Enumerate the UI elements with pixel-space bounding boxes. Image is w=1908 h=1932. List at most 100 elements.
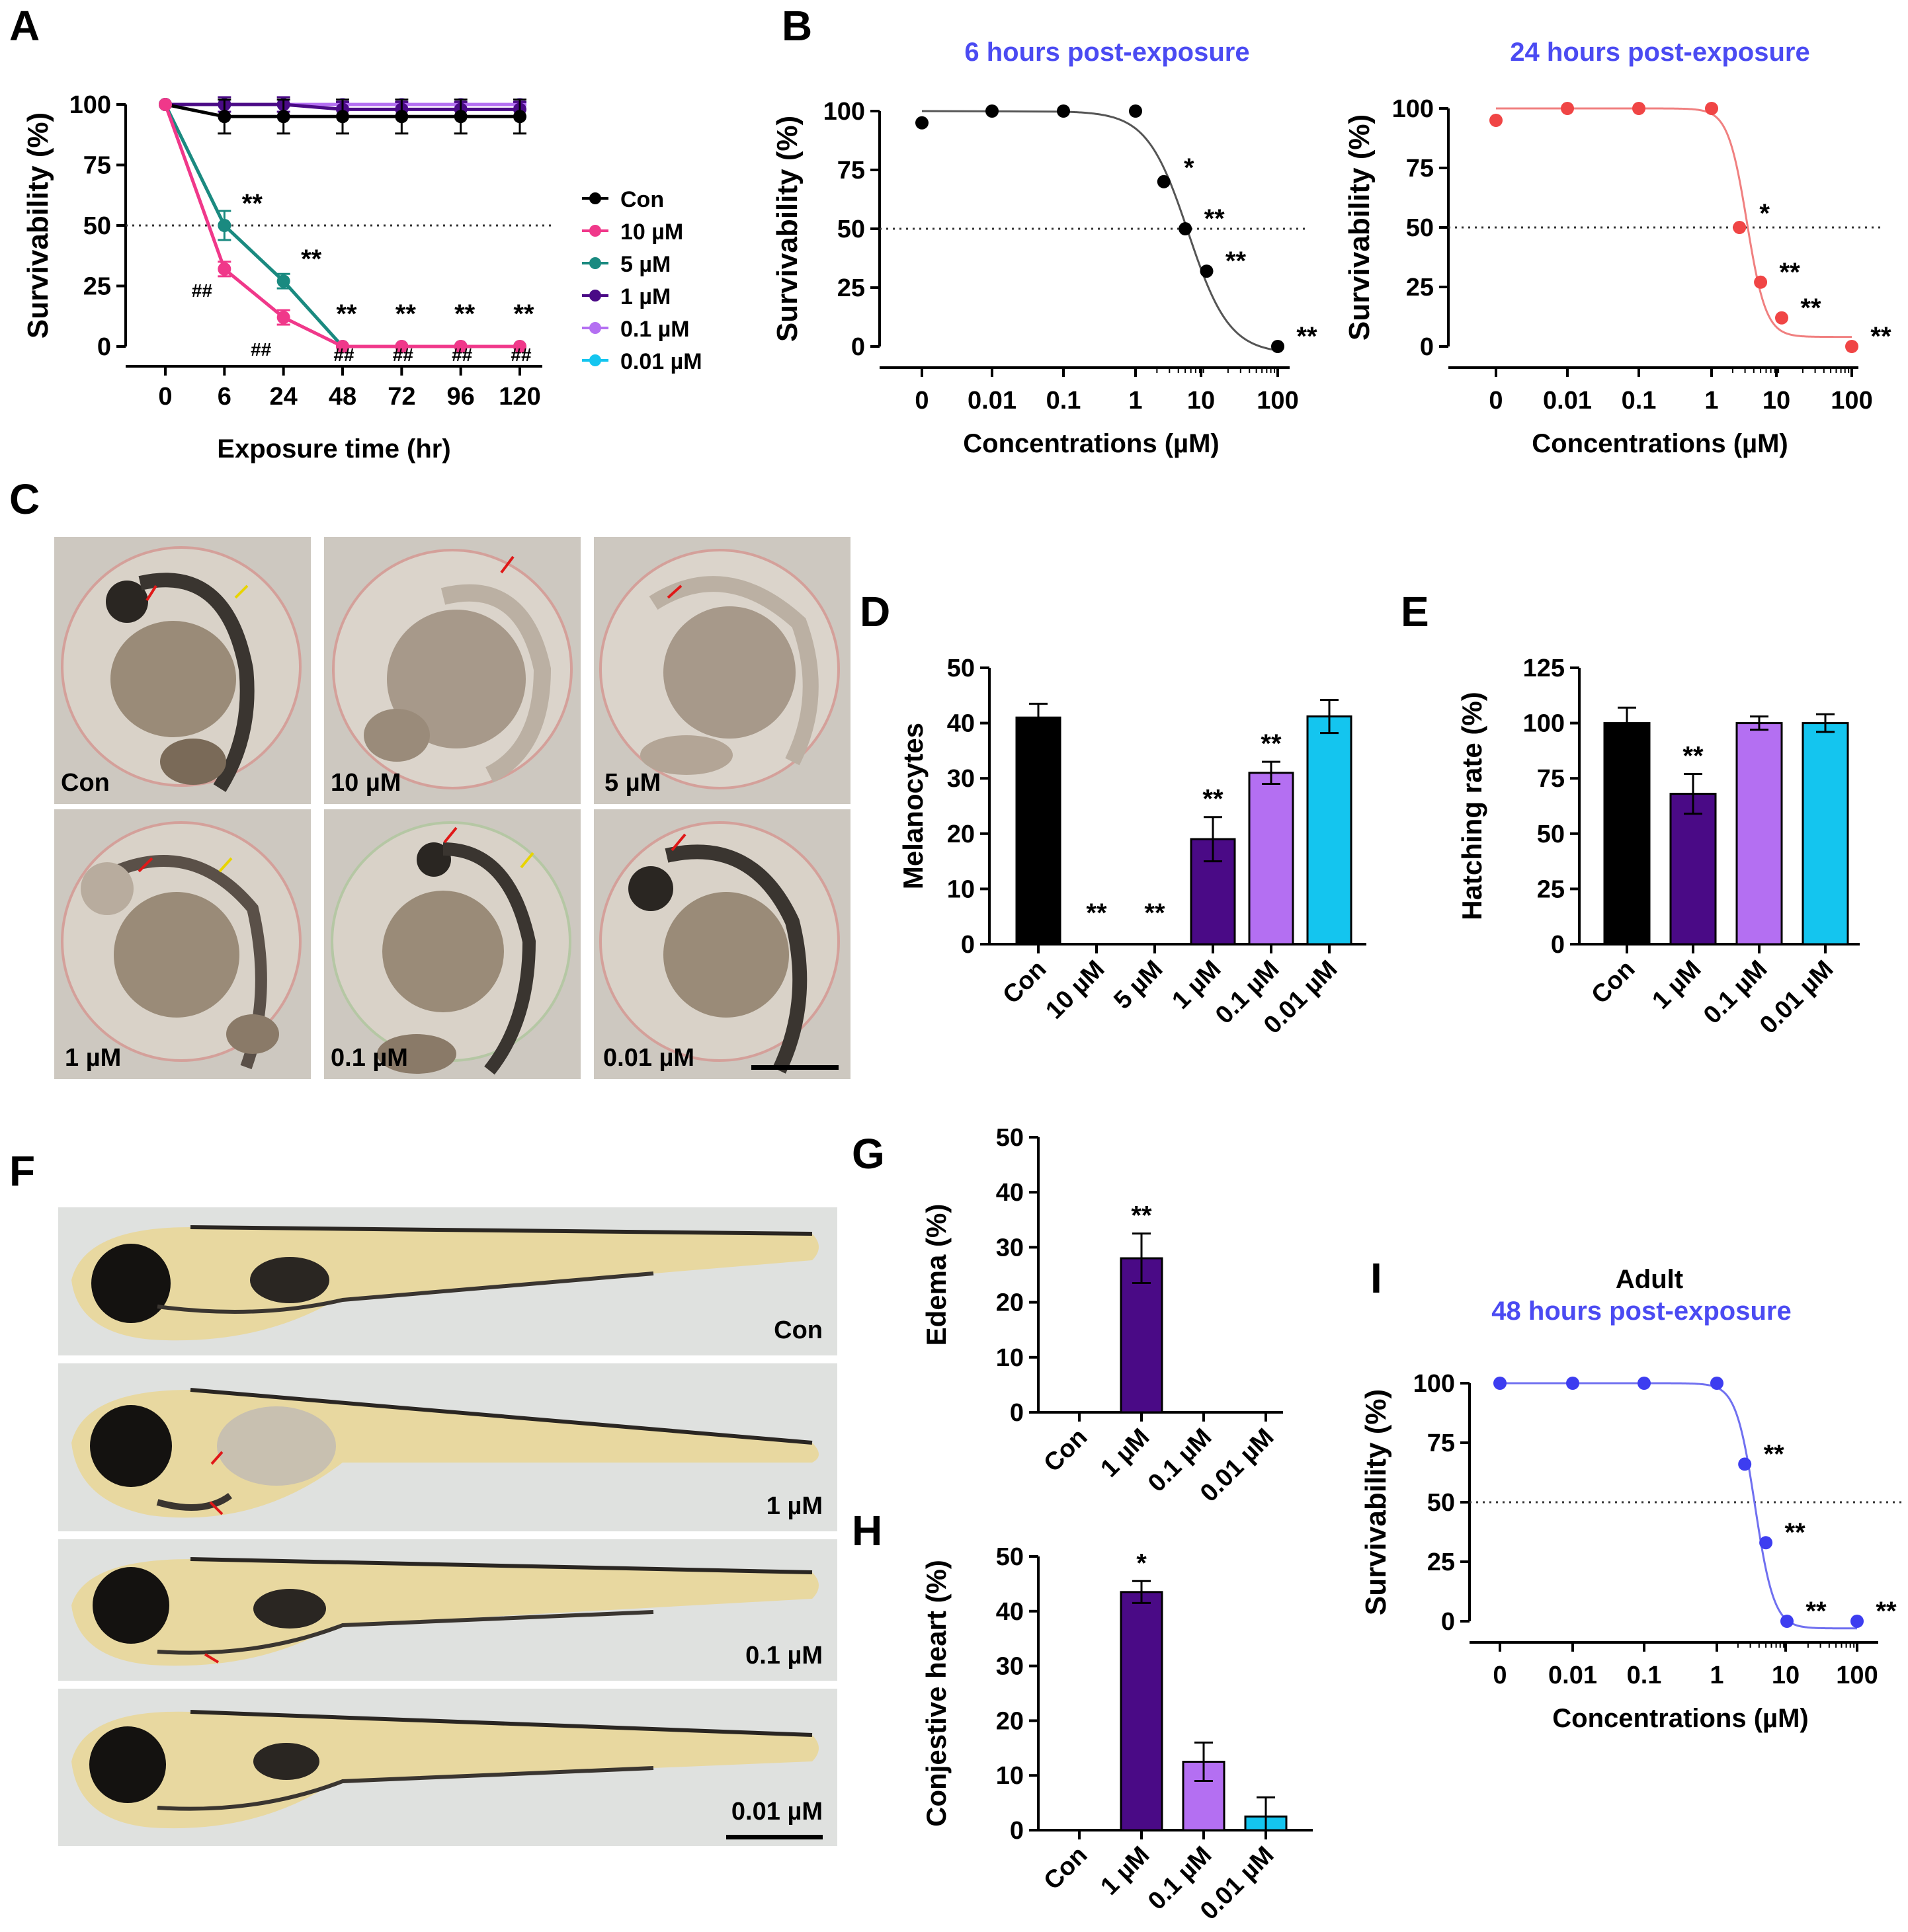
y-tick-label: 25 bbox=[1427, 1549, 1455, 1576]
legend-label: 10 µM bbox=[620, 220, 683, 245]
data-point bbox=[159, 98, 172, 111]
panel-label-g: G bbox=[852, 1130, 885, 1178]
x-axis-title: Exposure time (hr) bbox=[217, 434, 450, 463]
y-tick-label: 50 bbox=[996, 1543, 1024, 1571]
panel-label-d: D bbox=[860, 588, 891, 635]
x-tick-label: 0.01 bbox=[968, 387, 1016, 415]
panel-label-f: F bbox=[9, 1147, 36, 1195]
data-point bbox=[336, 340, 349, 353]
y-tick-label: 0 bbox=[961, 931, 975, 959]
significance-mark: ## bbox=[393, 344, 414, 365]
significance-mark: ## bbox=[251, 339, 272, 360]
y-tick-label: 0 bbox=[1420, 333, 1434, 361]
legend-swatch-dot bbox=[589, 354, 601, 366]
bar bbox=[1603, 722, 1651, 946]
significance-mark: ** bbox=[1785, 1518, 1806, 1547]
legend-label: 1 µM bbox=[620, 284, 671, 309]
data-point bbox=[1057, 104, 1070, 118]
panel-label-c: C bbox=[9, 475, 40, 523]
panel-label-h: H bbox=[852, 1507, 883, 1554]
y-tick-label: 75 bbox=[1427, 1429, 1455, 1457]
x-tick-label: 24 bbox=[270, 383, 298, 411]
significance-mark: ## bbox=[511, 344, 532, 365]
y-tick-label: 0 bbox=[851, 333, 865, 361]
legend-swatch-dot bbox=[589, 192, 601, 204]
significance-mark: ** bbox=[301, 245, 322, 274]
y-tick-label: 20 bbox=[947, 821, 975, 848]
y-tick-label: 100 bbox=[823, 98, 865, 126]
data-point bbox=[1566, 1377, 1579, 1390]
annotation-arrow bbox=[520, 852, 534, 869]
x-tick-label: 100 bbox=[1257, 387, 1298, 415]
y-tick-label: 0 bbox=[1010, 1817, 1024, 1845]
y-axis-title: Hatching rate (%) bbox=[1456, 692, 1487, 920]
significance-mark: ** bbox=[1870, 322, 1891, 351]
data-point bbox=[1200, 264, 1214, 278]
annotation-arrow bbox=[204, 1653, 220, 1664]
x-axis-title: Concentrations (µM) bbox=[963, 429, 1219, 458]
significance-mark: * bbox=[1184, 153, 1194, 182]
embryo-photo: 5 µM bbox=[594, 537, 850, 804]
significance-mark: ** bbox=[1296, 322, 1317, 351]
legend-swatch-dot bbox=[589, 225, 601, 237]
data-point bbox=[276, 311, 290, 325]
data-point bbox=[1271, 340, 1284, 353]
data-point bbox=[454, 110, 468, 124]
y-axis-title: Survivability (%) bbox=[1343, 114, 1376, 341]
embryo-image bbox=[324, 809, 581, 1079]
x-tick-label: Con bbox=[1038, 1841, 1093, 1896]
data-point bbox=[454, 340, 468, 353]
larva-image bbox=[71, 1225, 819, 1341]
y-axis-title: Survivability (%) bbox=[22, 112, 54, 339]
y-tick-label: 0 bbox=[97, 333, 111, 361]
annotation-arrow bbox=[209, 1501, 224, 1515]
y-tick-label: 100 bbox=[69, 91, 111, 119]
significance-mark: ** bbox=[1780, 258, 1801, 287]
y-tick-label: 10 bbox=[947, 875, 975, 903]
significance-mark: ** bbox=[1261, 729, 1282, 758]
legend-swatch-dot bbox=[589, 290, 601, 302]
legend-label: Con bbox=[620, 187, 664, 212]
significance-mark: ## bbox=[452, 344, 473, 365]
legend-label: 0.01 µM bbox=[620, 349, 702, 374]
embryo-label: 0.01 µM bbox=[603, 1044, 695, 1072]
y-tick-label: 125 bbox=[1523, 655, 1565, 682]
embryo-image bbox=[594, 537, 850, 804]
embryo-label: 10 µM bbox=[331, 769, 401, 797]
data-point bbox=[513, 110, 526, 124]
bar bbox=[1248, 772, 1294, 946]
significance-mark: ** bbox=[242, 189, 263, 218]
significance-mark: ** bbox=[1800, 294, 1821, 323]
data-point bbox=[1705, 102, 1718, 115]
x-tick-label: 100 bbox=[1836, 1662, 1878, 1689]
embryo-image bbox=[54, 537, 311, 804]
data-point bbox=[1638, 1377, 1651, 1390]
larva-label: 0.1 µM bbox=[745, 1642, 823, 1670]
x-tick-label: 72 bbox=[388, 383, 415, 411]
significance-mark: ** bbox=[1682, 742, 1704, 771]
x-tick-label: 0 bbox=[158, 383, 172, 411]
larva-photo: 0.1 µM bbox=[58, 1539, 837, 1681]
bar bbox=[1735, 722, 1783, 946]
embryo-photo: 1 µM bbox=[54, 809, 311, 1079]
x-tick-label: 10 µM bbox=[1040, 955, 1110, 1025]
chart-title: 6 hours post-exposure bbox=[964, 38, 1249, 67]
significance-mark: ** bbox=[336, 300, 357, 329]
y-tick-label: 30 bbox=[996, 1653, 1024, 1681]
x-tick-label: 1 bbox=[1704, 387, 1718, 415]
x-tick-label: Con bbox=[1038, 1424, 1093, 1478]
y-tick-label: 0 bbox=[1551, 931, 1565, 959]
y-tick-label: 30 bbox=[996, 1234, 1024, 1262]
legend-label: 0.1 µM bbox=[620, 317, 690, 342]
data-point bbox=[1710, 1377, 1723, 1390]
y-axis-title: Conjestive heart (%) bbox=[921, 1560, 952, 1827]
x-tick-label: 1 µM bbox=[1647, 955, 1706, 1015]
larva-photo: 0.01 µM bbox=[58, 1689, 837, 1846]
data-point bbox=[218, 262, 231, 276]
fit-curve bbox=[1499, 1382, 1858, 1630]
data-point bbox=[915, 116, 929, 130]
scale-bar bbox=[726, 1835, 823, 1839]
x-tick-label: 0.01 bbox=[1543, 387, 1592, 415]
x-tick-label: 0.1 bbox=[1046, 387, 1081, 415]
